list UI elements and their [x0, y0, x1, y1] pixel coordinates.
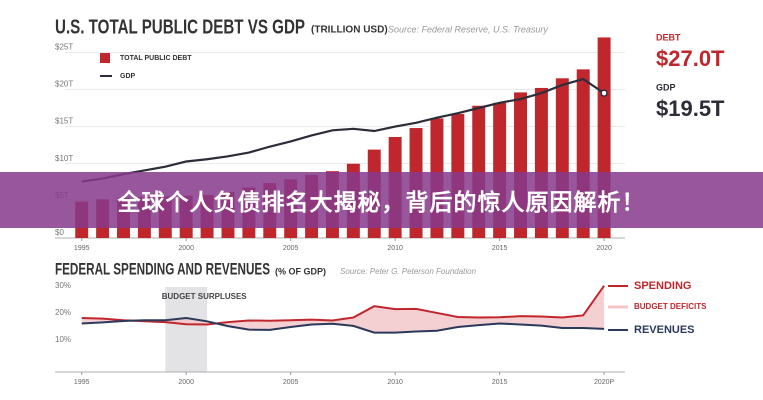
annotation: GDP — [656, 82, 676, 92]
line — [81, 285, 605, 326]
legend-label: REVENUES — [634, 324, 695, 336]
y-tick-label: $10T — [55, 154, 73, 163]
x-tick-label: 2020 — [596, 245, 612, 252]
y-tick-label: 20% — [55, 308, 71, 317]
shaded-region — [165, 287, 208, 372]
y-tick-label: $0 — [55, 228, 64, 237]
annotation: DEBT — [656, 32, 681, 42]
line — [81, 317, 605, 334]
x-tick-label: 1995 — [74, 379, 90, 386]
deficit-area — [81, 285, 605, 333]
chart-source: Source: Peter G. Peterson Foundation — [340, 267, 477, 276]
y-tick-label: $25T — [55, 42, 73, 51]
annotation: $19.5T — [656, 96, 725, 121]
y-tick-label: 30% — [55, 281, 71, 290]
banner: 全球个人负债排名大揭秘，背后的惊人原因解析！ — [0, 172, 763, 228]
legend-label: SPENDING — [634, 280, 691, 292]
chart-subtitle: (% OF GDP) — [275, 266, 326, 276]
chart-source: Source: Federal Reserve, U.S. Treasury — [388, 24, 548, 34]
legend-label: TOTAL PUBLIC DEBT — [120, 55, 192, 62]
legend-label: GDP — [120, 73, 136, 80]
annotation: $27.0T — [656, 46, 725, 71]
x-tick-label: 1995 — [74, 245, 90, 252]
shaded-region-label: BUDGET SURPLUSES — [162, 292, 248, 301]
line — [81, 77, 605, 183]
y-tick-label: 10% — [55, 335, 71, 344]
legend-label: BUDGET DEFICITS — [634, 302, 707, 311]
x-tick-label: 2015 — [492, 379, 508, 386]
x-tick-label: 2020P — [594, 379, 615, 386]
end-marker — [600, 89, 608, 97]
chart-subtitle: (TRILLION USD) — [311, 25, 388, 36]
x-tick-label: 2000 — [178, 245, 194, 252]
x-tick-label: 2005 — [283, 245, 299, 252]
chart-title: U.S. TOTAL PUBLIC DEBT VS GDP — [55, 16, 305, 38]
y-tick-label: $20T — [55, 80, 73, 89]
chart-title: FEDERAL SPENDING AND REVENUES — [55, 259, 270, 278]
x-tick-label: 2010 — [387, 245, 403, 252]
x-tick-label: 2005 — [283, 379, 299, 386]
x-tick-label: 2015 — [492, 245, 508, 252]
banner-text: 全球个人负债排名大揭秘，背后的惊人原因解析！ — [117, 189, 646, 215]
y-tick-label: $15T — [55, 117, 73, 126]
legend-swatch — [100, 53, 110, 63]
x-tick-label: 2010 — [387, 379, 403, 386]
x-tick-label: 2000 — [178, 379, 194, 386]
